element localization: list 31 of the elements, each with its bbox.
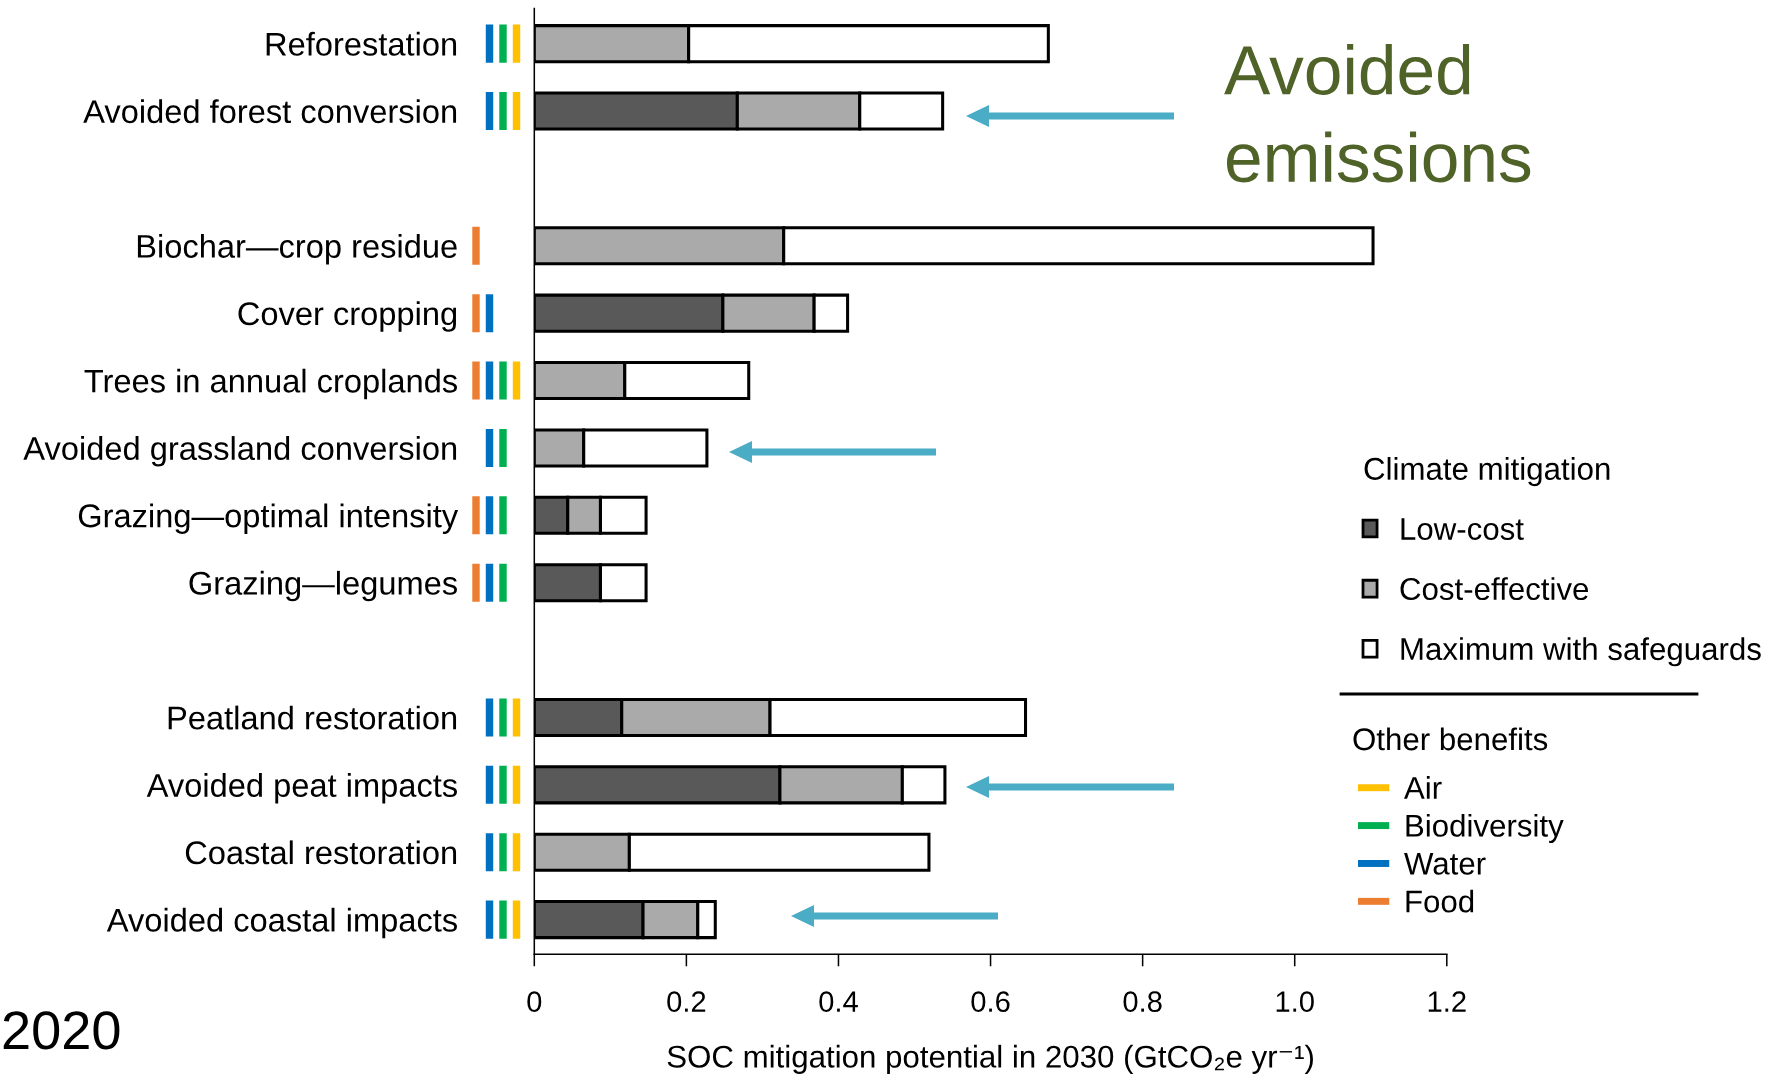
x-tick-label: 0.8 xyxy=(1123,991,1162,1012)
x-tick-label: 0.6 xyxy=(971,991,1010,1012)
legend-label: Low-cost xyxy=(1401,518,1524,541)
y-tick-label: Cover cropping xyxy=(238,301,457,332)
y-tick-label: Trees in annual croplands xyxy=(84,368,457,400)
legend-label: Air xyxy=(1404,776,1442,799)
legend-label: Biodiversity xyxy=(1406,813,1564,844)
annotation: Avoided emissions xyxy=(1224,44,1531,183)
y-tick-label: Avoided coastal impacts xyxy=(106,907,457,939)
y-tick-label: Grazing—optimal intensity xyxy=(78,503,459,534)
legend-label: Cost-effective xyxy=(1400,577,1589,601)
legend-label: Maximum with safeguards xyxy=(1401,637,1761,667)
legend-label: Water xyxy=(1404,852,1486,875)
x-tick-label: 0.4 xyxy=(819,991,858,1012)
y-tick-label: Reforestation xyxy=(266,31,457,56)
y-tick-label: Biochar—crop residue xyxy=(137,233,457,265)
y-tick-label: Avoided grassland conversion xyxy=(23,436,457,467)
x-tick-label: 0 xyxy=(527,991,542,1012)
legend-label: Food xyxy=(1406,889,1474,913)
x-tick-label: 1.0 xyxy=(1276,991,1314,1012)
text: 2020 xyxy=(3,1011,120,1050)
legend-title: Climate mitigation xyxy=(1364,457,1610,487)
y-tick-label: Avoided forest conversion xyxy=(83,99,457,124)
y-tick-label: Coastal restoration xyxy=(185,840,457,865)
y-tick-label: Avoided peat impacts xyxy=(146,773,457,804)
x-axis-title: SOC mitigation potential in 2030 (GtCO₂e yr⁻¹) xyxy=(667,1044,1313,1074)
x-tick-label: 0.2 xyxy=(667,991,706,1012)
y-tick-label: Peatland restoration xyxy=(168,705,457,730)
y-tick-label: Grazing—legumes xyxy=(189,570,457,602)
x-tick-label: 1.2 xyxy=(1428,991,1466,1012)
annotation: Other benefits xyxy=(1353,727,1548,751)
